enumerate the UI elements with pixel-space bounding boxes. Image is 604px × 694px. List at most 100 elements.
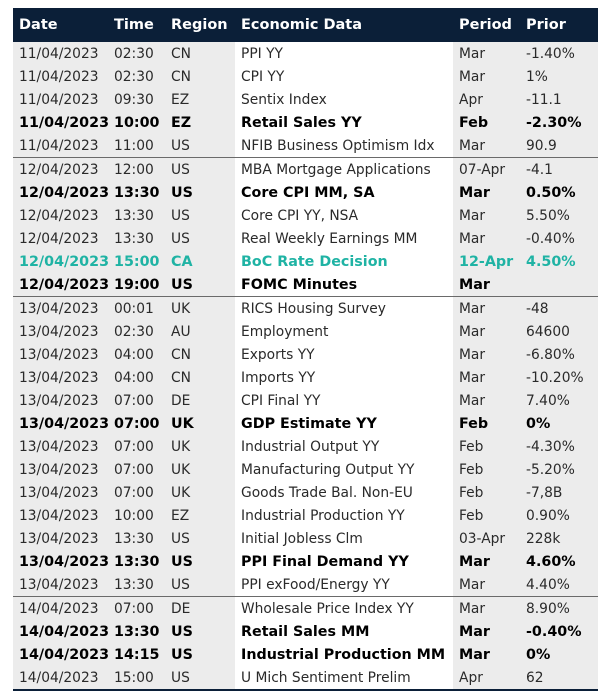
cell-date: 13/04/2023: [13, 435, 108, 458]
cell-prior: 0.50%: [520, 181, 598, 204]
table-row: 11/04/2023 10:00 EZ Retail Sales YY Feb -2.30…: [13, 111, 598, 134]
cell-date: 13/04/2023: [13, 573, 108, 597]
table-row: 14/04/2023 14:15 US Industrial Production M…: [13, 643, 598, 666]
table-row: 13/04/2023 07:00 UK Manufacturing Output YY…: [13, 458, 598, 481]
cell-time: 11:00: [108, 134, 165, 158]
cell-prior: 62: [520, 666, 598, 691]
cell-period: Mar: [453, 273, 520, 297]
cell-region: US: [165, 204, 235, 227]
cell-time: 10:00: [108, 504, 165, 527]
cell-prior: -7,8B: [520, 481, 598, 504]
cell-region: CN: [165, 65, 235, 88]
cell-period: Mar: [453, 227, 520, 250]
cell-period: Feb: [453, 111, 520, 134]
cell-region: US: [165, 643, 235, 666]
cell-time: 02:30: [108, 42, 165, 65]
table-row: 14/04/2023 15:00 US U Mich Sentiment Prelim…: [13, 666, 598, 691]
table-row: 12/04/2023 19:00 US FOMC Minutes Mar: [13, 273, 598, 297]
header-time: Time: [108, 8, 165, 42]
table-row: 11/04/2023 02:30 CN CPI YY Mar 1%: [13, 65, 598, 88]
cell-economic-data: NFIB Business Optimism Idx: [235, 134, 453, 158]
cell-prior: 4.40%: [520, 573, 598, 597]
table-row: 12/04/2023 15:00 CA BoC Rate Decision 12-Apr…: [13, 250, 598, 273]
cell-economic-data: Retail Sales YY: [235, 111, 453, 134]
cell-date: 11/04/2023: [13, 111, 108, 134]
cell-time: 13:30: [108, 181, 165, 204]
cell-date: 12/04/2023: [13, 273, 108, 297]
table-row: 13/04/2023 07:00 UK Goods Trade Bal. Non-EU…: [13, 481, 598, 504]
cell-period: Mar: [453, 343, 520, 366]
cell-region: US: [165, 157, 235, 181]
cell-date: 13/04/2023: [13, 504, 108, 527]
cell-period: Mar: [453, 573, 520, 597]
cell-date: 13/04/2023: [13, 412, 108, 435]
cell-region: CN: [165, 343, 235, 366]
cell-date: 14/04/2023: [13, 643, 108, 666]
cell-economic-data: PPI Final Demand YY: [235, 550, 453, 573]
cell-date: 12/04/2023: [13, 181, 108, 204]
cell-prior: 7.40%: [520, 389, 598, 412]
cell-prior: 90.9: [520, 134, 598, 158]
cell-period: Mar: [453, 550, 520, 573]
cell-period: Feb: [453, 481, 520, 504]
cell-prior: -4.30%: [520, 435, 598, 458]
table-row: 13/04/2023 07:00 UK Industrial Output YY Feb…: [13, 435, 598, 458]
cell-economic-data: Manufacturing Output YY: [235, 458, 453, 481]
cell-date: 11/04/2023: [13, 134, 108, 158]
cell-economic-data: Core CPI YY, NSA: [235, 204, 453, 227]
cell-time: 14:15: [108, 643, 165, 666]
cell-period: Mar: [453, 620, 520, 643]
cell-time: 07:00: [108, 596, 165, 620]
cell-region: US: [165, 273, 235, 297]
cell-economic-data: Initial Jobless Clm: [235, 527, 453, 550]
cell-region: US: [165, 181, 235, 204]
cell-region: DE: [165, 389, 235, 412]
cell-prior: -11.1: [520, 88, 598, 111]
cell-prior: 0.90%: [520, 504, 598, 527]
cell-region: UK: [165, 435, 235, 458]
cell-time: 13:30: [108, 204, 165, 227]
header-row: Date Time Region Economic Data Period Pr…: [13, 8, 598, 42]
cell-time: 07:00: [108, 435, 165, 458]
cell-period: Mar: [453, 134, 520, 158]
cell-economic-data: RICS Housing Survey: [235, 296, 453, 320]
cell-time: 07:00: [108, 389, 165, 412]
table-row: 13/04/2023 13:30 US PPI Final Demand YY Mar 4…: [13, 550, 598, 573]
table-row: 11/04/2023 02:30 CN PPI YY Mar -1.40%: [13, 42, 598, 65]
cell-economic-data: Industrial Production MM: [235, 643, 453, 666]
cell-period: Feb: [453, 504, 520, 527]
cell-date: 13/04/2023: [13, 320, 108, 343]
cell-date: 13/04/2023: [13, 527, 108, 550]
cell-date: 13/04/2023: [13, 481, 108, 504]
cell-prior: 228k: [520, 527, 598, 550]
cell-time: 07:00: [108, 481, 165, 504]
cell-time: 13:30: [108, 227, 165, 250]
cell-period: 07-Apr: [453, 157, 520, 181]
header-economic-data: Economic Data: [235, 8, 453, 42]
table-row: 13/04/2023 13:30 US PPI exFood/Energy YY Mar…: [13, 573, 598, 597]
cell-region: EZ: [165, 88, 235, 111]
table-row: 13/04/2023 00:01 UK RICS Housing Survey Mar -…: [13, 296, 598, 320]
cell-period: Mar: [453, 42, 520, 65]
cell-period: Mar: [453, 296, 520, 320]
table-row: 11/04/2023 09:30 EZ Sentix Index Apr -11.1: [13, 88, 598, 111]
cell-date: 12/04/2023: [13, 157, 108, 181]
cell-economic-data: Goods Trade Bal. Non-EU: [235, 481, 453, 504]
cell-period: Feb: [453, 458, 520, 481]
table-row: 12/04/2023 13:30 US Real Weekly Earnings MM…: [13, 227, 598, 250]
cell-date: 13/04/2023: [13, 389, 108, 412]
calendar-body: 11/04/2023 02:30 CN PPI YY Mar -1.40% 11/04/20…: [13, 42, 598, 691]
cell-economic-data: Imports YY: [235, 366, 453, 389]
header-prior: Prior: [520, 8, 598, 42]
table-row: 13/04/2023 07:00 DE CPI Final YY Mar 7.40%: [13, 389, 598, 412]
cell-region: DE: [165, 596, 235, 620]
cell-period: Apr: [453, 666, 520, 691]
cell-region: US: [165, 620, 235, 643]
cell-period: Mar: [453, 65, 520, 88]
cell-time: 12:00: [108, 157, 165, 181]
cell-economic-data: U Mich Sentiment Prelim: [235, 666, 453, 691]
cell-prior: -1.40%: [520, 42, 598, 65]
cell-date: 12/04/2023: [13, 204, 108, 227]
cell-economic-data: FOMC Minutes: [235, 273, 453, 297]
table-row: 12/04/2023 12:00 US MBA Mortgage Applicatio…: [13, 157, 598, 181]
